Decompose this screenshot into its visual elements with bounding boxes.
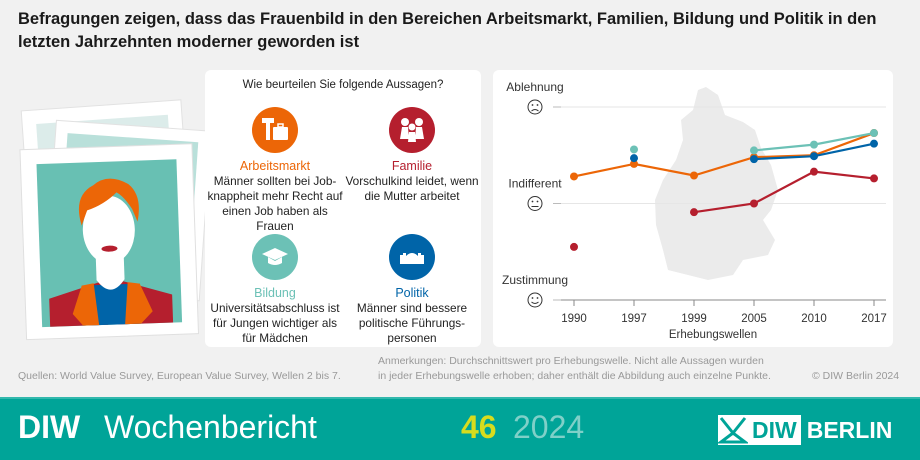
data-point-familie bbox=[870, 174, 878, 183]
brand-footer: DIW Wochenbericht 46 2024 DIW BERLIN bbox=[0, 397, 920, 460]
data-point-bildung bbox=[810, 140, 818, 149]
copyright: © DIW Berlin 2024 bbox=[812, 370, 900, 382]
page-title: Befragungen zeigen, dass das Frauenbild … bbox=[18, 10, 877, 51]
logo-berlin: BERLIN bbox=[806, 416, 893, 443]
statement-text: Vorschulkind leidet, wenn die Mutter arb… bbox=[345, 174, 479, 203]
question-heading: Wie beurteilen Sie folgende Aussagen? bbox=[242, 79, 444, 91]
brand-wochenbericht: Wochenbericht bbox=[104, 409, 317, 445]
diw-logo-mark-icon bbox=[718, 415, 748, 445]
x-tick-label: 1999 bbox=[681, 313, 707, 325]
x-tick-label: 2005 bbox=[741, 313, 767, 325]
face-mouth bbox=[531, 109, 539, 112]
data-point-politik bbox=[810, 152, 818, 161]
face-eye bbox=[536, 200, 539, 203]
logo-diw: DIW bbox=[748, 415, 801, 445]
data-point-bildung bbox=[630, 145, 638, 154]
series-line-arbeitsmarkt bbox=[573, 132, 875, 178]
statement-text: Männer sind bessere politische Führungs-… bbox=[356, 301, 468, 345]
data-point-politik bbox=[870, 139, 878, 148]
graduation-cap-icon bbox=[252, 234, 298, 280]
data-point-familie bbox=[690, 208, 698, 217]
category-label: Bildung bbox=[254, 286, 296, 300]
x-tick-label: 1990 bbox=[561, 313, 587, 325]
issue-number: 46 bbox=[461, 409, 497, 445]
statement-text: Männer sollten bei Job-knappheit mehr Re… bbox=[207, 174, 343, 233]
germany-map-background bbox=[655, 87, 778, 280]
statement-arbeitsmarkt: Arbeitsmarkt Männer sollten bei Job-knap… bbox=[206, 107, 344, 234]
data-point-politik bbox=[630, 154, 638, 163]
data-point-bildung bbox=[750, 146, 758, 155]
face-eye bbox=[536, 297, 539, 299]
x-axis-label: Erhebungswellen bbox=[669, 329, 757, 341]
data-point-politik bbox=[750, 155, 758, 164]
diw-berlin-logo: DIW BERLIN bbox=[718, 415, 892, 445]
data-point-arbeitsmarkt bbox=[690, 171, 698, 180]
face-eye bbox=[531, 104, 534, 106]
data-point-arbeitsmarkt bbox=[630, 159, 638, 168]
hammer-briefcase-icon bbox=[252, 107, 298, 153]
woman-photo-illustration bbox=[19, 99, 210, 341]
statement-familie: Familie Vorschulkind leidet, wenn die Mu… bbox=[343, 107, 481, 204]
face-eye bbox=[536, 104, 539, 106]
data-point-familie bbox=[750, 199, 758, 208]
series-line-familie bbox=[693, 170, 875, 214]
parliament-icon bbox=[389, 234, 435, 280]
x-tick-label: 2010 bbox=[801, 313, 827, 325]
face-eye bbox=[531, 297, 534, 299]
family-icon bbox=[389, 107, 435, 153]
data-point-familie bbox=[570, 242, 578, 251]
data-point-familie bbox=[810, 167, 818, 176]
chart-panel: Zustimmung Indifferent Ablehnung 1990 1997 19… bbox=[493, 70, 893, 347]
category-label: Politik bbox=[395, 286, 429, 300]
category-label: Arbeitsmarkt bbox=[239, 159, 311, 173]
neutral-face-icon bbox=[527, 196, 543, 211]
y-tick-label: Zustimmung bbox=[502, 273, 568, 287]
statement-bildung: Bildung Universitätsabschluss ist für Ju… bbox=[206, 234, 344, 346]
sources-note: Quellen: World Value Survey, European Va… bbox=[18, 370, 341, 382]
face-mouth bbox=[531, 301, 539, 304]
notes-line-2: in jeder Erhebungswelle erhoben; daher e… bbox=[378, 370, 771, 382]
x-tick-label: 2017 bbox=[861, 313, 887, 325]
frown-face-icon bbox=[527, 99, 543, 115]
category-label: Familie bbox=[391, 159, 433, 173]
issue-year: 2024 bbox=[513, 409, 585, 445]
y-tick-label: Indifferent bbox=[508, 177, 562, 191]
line-chart: Zustimmung Indifferent Ablehnung 1990 1997 19… bbox=[502, 80, 887, 341]
brand-diw: DIW bbox=[18, 409, 81, 445]
face-eye bbox=[531, 200, 534, 203]
y-tick-label: Ablehnung bbox=[506, 80, 563, 94]
statements-panel: Wie beurteilen Sie folgende Aussagen? Ar… bbox=[205, 70, 481, 347]
smile-face-icon bbox=[527, 292, 543, 308]
statement-text: Universitätsabschluss ist für Jungen wic… bbox=[210, 301, 340, 345]
data-point-arbeitsmarkt bbox=[570, 172, 578, 181]
data-point-bildung bbox=[870, 129, 878, 138]
notes-line-1: Anmerkungen: Durchschnittswert pro Erheb… bbox=[378, 355, 764, 367]
x-tick-label: 1997 bbox=[621, 313, 647, 325]
statement-politik: Politik Männer sind bessere politische F… bbox=[343, 234, 481, 346]
